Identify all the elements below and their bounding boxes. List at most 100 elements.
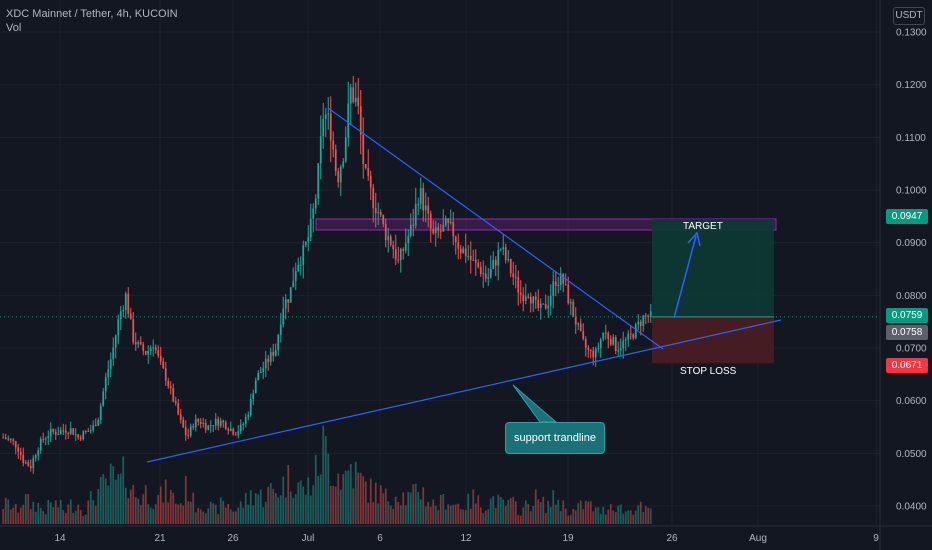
candle-body	[282, 308, 285, 325]
candle-body	[127, 293, 130, 314]
volume-bar	[112, 466, 115, 524]
volume-bar	[542, 496, 545, 524]
stop-loss-label: STOP LOSS	[680, 366, 737, 377]
candle-body	[214, 418, 217, 426]
candle-body	[249, 398, 252, 416]
volume-bar	[544, 512, 547, 524]
candle-body	[102, 391, 105, 406]
volume-bar	[184, 476, 187, 524]
volume-bar	[624, 511, 627, 524]
candle-body	[319, 136, 322, 164]
symbol-title[interactable]: XDC Mainnet / Tether, 4h, KUCOIN	[6, 8, 178, 20]
volume-bar	[557, 499, 560, 524]
volume-bar	[374, 482, 377, 524]
candle-body	[387, 236, 390, 241]
candle-body	[199, 422, 202, 424]
volume-bar	[414, 483, 417, 524]
candle-body	[392, 244, 395, 250]
candle-body	[397, 259, 400, 261]
support-trendline-callout[interactable]: support trandline	[505, 422, 605, 454]
volume-bar	[119, 473, 122, 524]
volume-bar	[569, 515, 572, 524]
candle-body	[212, 425, 215, 427]
volume-bar	[222, 500, 225, 524]
volume-bar	[229, 509, 232, 524]
volume-bar	[562, 500, 565, 524]
candle-body	[59, 430, 62, 435]
candle-body	[389, 236, 392, 245]
volume-bar	[587, 501, 590, 524]
candle-body	[427, 205, 430, 214]
candle-body	[454, 236, 457, 243]
candle-body	[404, 243, 407, 251]
candle-body	[94, 425, 97, 427]
candle-body	[42, 438, 45, 440]
candle-body	[159, 355, 162, 362]
volume-bar	[59, 499, 62, 524]
candle-body	[362, 134, 365, 165]
volume-bar	[489, 498, 492, 524]
volume-bar	[554, 504, 557, 524]
candle-body	[589, 350, 592, 352]
candle-body	[202, 422, 205, 424]
candle-body	[469, 255, 472, 260]
candle-body	[507, 258, 510, 261]
currency-button[interactable]: USDT	[893, 7, 925, 25]
volume-bar	[244, 493, 247, 524]
volume-bar	[532, 505, 535, 524]
volume-bar	[179, 503, 182, 524]
volume-bar	[182, 505, 185, 524]
volume-bar	[79, 510, 82, 524]
candle-body	[374, 207, 377, 214]
x-tick-label: 26	[666, 533, 678, 544]
volume-bar	[319, 474, 322, 524]
candle-body	[447, 218, 450, 224]
volume-bar	[197, 507, 200, 524]
candle-body	[4, 437, 7, 439]
volume-bar	[502, 499, 505, 524]
volume-bar	[4, 497, 7, 524]
candle-body	[147, 350, 150, 355]
volume-bar	[262, 507, 265, 524]
candle-body	[509, 258, 512, 274]
candle-body	[54, 431, 57, 435]
candle-body	[277, 334, 280, 350]
candle-body	[552, 281, 555, 296]
volume-bar	[437, 510, 440, 524]
x-tick-label: Aug	[749, 533, 767, 544]
volume-bar	[534, 489, 537, 524]
volume-bar	[34, 511, 37, 524]
candle-body	[532, 296, 535, 304]
candle-body	[569, 301, 572, 304]
volume-bar	[512, 496, 515, 524]
candle-body	[164, 368, 167, 381]
volume-bar	[647, 507, 650, 524]
candle-body	[24, 462, 27, 464]
profit-zone	[652, 219, 774, 317]
candle-body	[612, 337, 615, 345]
candle-body	[109, 359, 112, 370]
candle-body	[414, 204, 417, 226]
candle-body	[457, 242, 460, 249]
volume-bar	[567, 515, 570, 524]
volume-bar	[507, 500, 510, 524]
volume-bar	[394, 496, 397, 524]
candlesticks	[2, 75, 652, 474]
candle-body	[534, 296, 537, 300]
volume-bar	[457, 503, 460, 524]
candle-body	[407, 235, 410, 244]
volume-bar	[617, 505, 620, 524]
volume-bar	[527, 504, 530, 524]
volume-bar	[484, 510, 487, 524]
volume-bar	[637, 505, 640, 524]
volume-bar	[299, 480, 302, 524]
volume-label[interactable]: Vol	[6, 22, 22, 34]
candle-body	[592, 350, 595, 358]
volume-bar	[92, 500, 95, 524]
volume-bar	[354, 462, 357, 524]
candle-body	[574, 316, 577, 325]
volume-bar	[214, 504, 217, 524]
volume-bar	[582, 509, 585, 524]
candle-body	[252, 393, 255, 399]
